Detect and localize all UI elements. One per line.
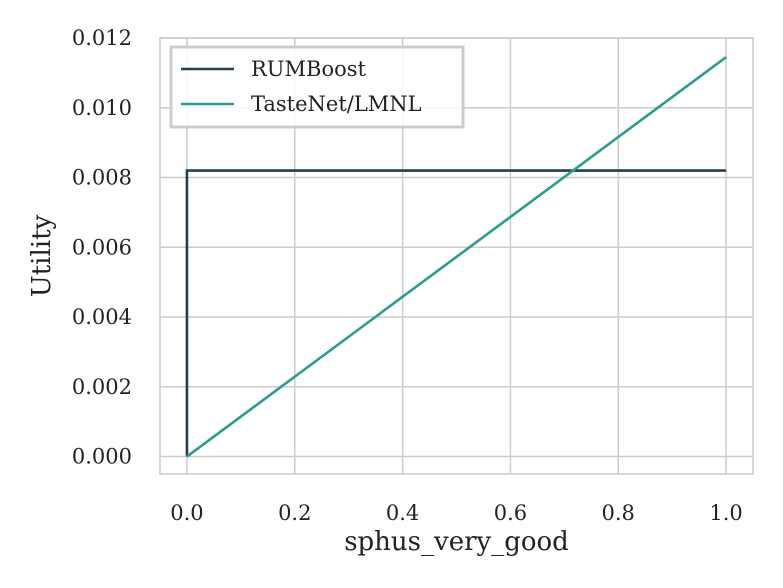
y-tick-label: 0.010 xyxy=(72,96,132,120)
x-tick-label: 0.2 xyxy=(278,501,311,525)
x-tick-label: 0.0 xyxy=(170,501,203,525)
y-tick-label: 0.000 xyxy=(72,445,132,469)
plot-frame xyxy=(159,37,754,475)
y-tick-label: 0.012 xyxy=(72,26,132,50)
y-tick-label: 0.002 xyxy=(72,375,132,399)
y-tick-label: 0.008 xyxy=(72,166,132,190)
tick-labels: 0.0 0.2 0.4 0.6 0.8 1.0 0.000 0.002 0.004 0.006 0.… xyxy=(72,26,743,525)
y-tick-label: 0.004 xyxy=(72,305,132,329)
x-tick-label: 0.4 xyxy=(386,501,419,525)
x-tick-label: 0.8 xyxy=(602,501,635,525)
series-line-rumboost xyxy=(185,169,727,457)
x-axis-label: sphus_very_good xyxy=(344,527,569,557)
legend-label: TasteNet/LMNL xyxy=(251,92,422,116)
series-line-tastenet-lmnl xyxy=(186,56,727,458)
legend-box xyxy=(169,45,465,129)
legend: RUMBoost TasteNet/LMNL xyxy=(169,45,465,129)
x-tick-label: 0.6 xyxy=(494,501,527,525)
y-tick-label: 0.006 xyxy=(72,235,132,259)
series-layer xyxy=(185,56,727,458)
x-tick-label: 1.0 xyxy=(709,501,742,525)
legend-label: RUMBoost xyxy=(251,57,367,81)
y-axis-label: Utility xyxy=(27,214,57,297)
